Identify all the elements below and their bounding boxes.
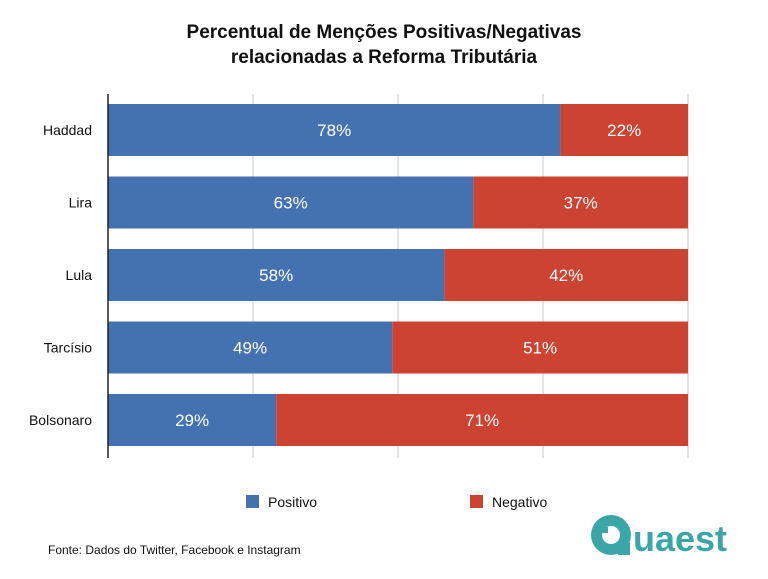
data-label: 78%	[317, 121, 351, 140]
bar-negativo	[392, 321, 688, 374]
data-label: 29%	[175, 411, 209, 430]
data-label: 51%	[523, 339, 557, 358]
data-label: 58%	[259, 266, 293, 285]
category-label: Lula	[66, 267, 93, 283]
bar-negativo	[444, 249, 688, 301]
data-label: 42%	[549, 266, 583, 285]
data-label: 37%	[564, 194, 598, 213]
logo-text: uaest	[633, 518, 727, 559]
category-label: Lira	[69, 195, 93, 211]
legend-swatch-positivo	[246, 495, 259, 508]
legend-swatch-negativo	[470, 495, 483, 508]
data-label: 49%	[233, 339, 267, 358]
bar-negativo	[276, 394, 688, 446]
bar-positivo	[108, 176, 474, 229]
bar-negativo	[560, 104, 688, 156]
bar-positivo	[108, 321, 393, 374]
logo-q-icon	[591, 515, 631, 555]
bar-positivo	[108, 249, 445, 301]
data-label: 22%	[607, 121, 641, 140]
quaest-logo: uaest	[588, 513, 748, 564]
chart-title-line-2: relacionadas a Reforma Tributária	[230, 47, 538, 68]
bar-positivo	[108, 104, 561, 156]
legend-label-positivo: Positivo	[268, 494, 317, 510]
bar-negativo	[473, 176, 688, 229]
data-label: 71%	[465, 411, 499, 430]
category-label: Bolsonaro	[29, 412, 92, 428]
category-label: Tarcísio	[44, 340, 92, 356]
chart-title-line-1: Percentual de Menções Positivas/Negativa…	[186, 22, 582, 43]
source-note: Fonte: Dados do Twitter, Facebook e Inst…	[48, 543, 301, 557]
legend-label-negativo: Negativo	[492, 494, 547, 510]
category-label: Haddad	[43, 122, 92, 138]
data-label: 63%	[274, 194, 308, 213]
bar-positivo	[108, 394, 277, 446]
